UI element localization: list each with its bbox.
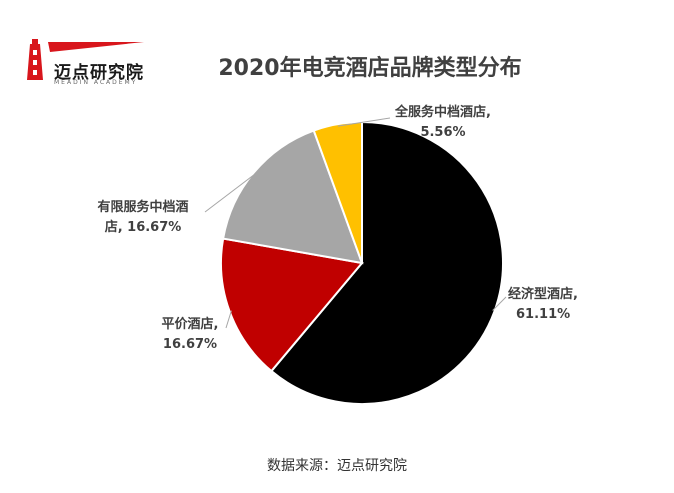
slice-label-budget-line1: 平价酒店,: [161, 317, 219, 332]
slice-label-full-service-line1: 全服务中档酒店,: [395, 105, 491, 120]
slice-label-full-service: 全服务中档酒店, 5.56%: [384, 103, 502, 143]
logo: 迈点研究院 MEADIN ACADEMY: [26, 36, 156, 90]
logo-tower-window: [33, 50, 37, 55]
chart-title: 2020年电竞酒店品牌类型分布: [218, 56, 522, 81]
pie-slice-2: [221, 129, 364, 265]
leader-line-3: [337, 117, 391, 127]
slice-label-budget-line2: 16.67%: [162, 337, 218, 352]
slice-label-limited-service: 有限服务中档酒 店, 16.67%: [84, 198, 202, 238]
slice-label-limited-service-line1: 有限服务中档酒: [97, 200, 189, 215]
logo-tower-top: [32, 39, 38, 44]
slice-label-economy-line1: 经济型酒店,: [508, 287, 578, 302]
logo-text: 迈点研究院: [54, 63, 144, 83]
slice-label-limited-service-line2: 店, 16.67%: [104, 220, 182, 235]
leader-line-1: [225, 310, 232, 329]
source-note: 数据来源：迈点研究院: [267, 458, 407, 474]
slice-label-budget: 平价酒店, 16.67%: [160, 315, 220, 355]
slice-label-full-service-line2: 5.56%: [420, 125, 466, 140]
logo-tower-icon: [27, 39, 144, 80]
leader-line-2: [204, 173, 256, 213]
logo-tower-window: [33, 60, 37, 65]
leader-line-0: [492, 296, 507, 311]
logo-tower-window: [33, 70, 37, 75]
slice-label-economy: 经济型酒店, 61.11%: [508, 285, 578, 325]
pie-slice-0: [270, 120, 504, 405]
slice-label-economy-line2: 61.11%: [516, 307, 571, 322]
logo-banner: [48, 42, 144, 52]
logo-subtext: MEADIN ACADEMY: [54, 79, 138, 86]
pie-slice-1: [220, 237, 364, 373]
